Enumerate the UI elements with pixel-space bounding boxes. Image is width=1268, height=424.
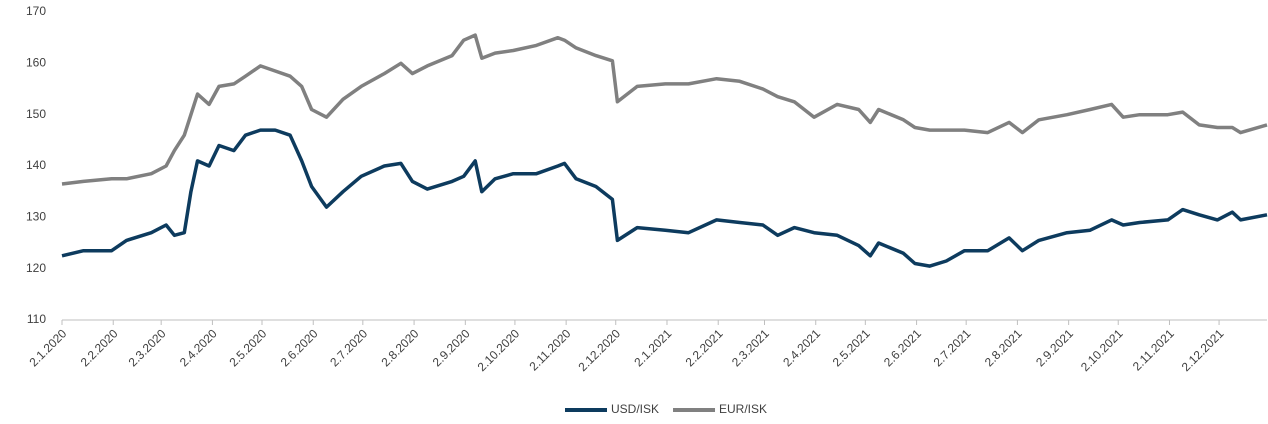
- x-tick-label: 2.9.2021: [1033, 326, 1076, 369]
- x-tick-label: 2.3.2021: [729, 326, 772, 369]
- y-tick-label: 120: [26, 261, 46, 275]
- x-tick-label: 2.8.2021: [982, 326, 1025, 369]
- x-tick-label: 2.12.2021: [1179, 326, 1227, 374]
- x-tick-label: 2.10.2021: [1078, 326, 1126, 374]
- y-tick-label: 160: [26, 56, 46, 70]
- x-tick-label: 2.1.2020: [26, 326, 69, 369]
- y-tick-label: 110: [27, 312, 46, 326]
- x-tick-label: 2.2.2021: [683, 326, 726, 369]
- x-tick-label: 2.5.2020: [226, 326, 269, 369]
- x-tick-label: 2.2.2020: [78, 326, 121, 369]
- x-tick-label: 2.6.2020: [278, 326, 321, 369]
- x-tick-label: 2.4.2021: [780, 326, 823, 369]
- x-tick-label: 2.10.2020: [475, 326, 523, 374]
- y-tick-label: 130: [26, 210, 46, 224]
- x-tick-label: 2.4.2020: [177, 326, 220, 369]
- series-line: [61, 33, 1268, 186]
- x-tick-label: 2.3.2020: [126, 326, 169, 369]
- x-tick-label: 2.7.2021: [931, 326, 974, 369]
- y-tick-label: 150: [26, 107, 46, 121]
- y-tick-label: 170: [26, 4, 46, 18]
- series-line: [61, 128, 1268, 268]
- x-tick-label: 2.5.2021: [830, 326, 873, 369]
- legend-label: EUR/ISK: [719, 402, 767, 416]
- x-tick-label: 2.1.2021: [631, 326, 674, 369]
- x-tick-label: 2.12.2020: [575, 326, 623, 374]
- legend-label: USD/ISK: [611, 402, 659, 416]
- x-tick-label: 2.8.2020: [379, 326, 422, 369]
- x-tick-label: 2.11.2021: [1130, 326, 1177, 373]
- legend-item: USD/ISK: [565, 402, 659, 416]
- x-tick-label: 2.9.2020: [430, 326, 473, 369]
- legend-item: EUR/ISK: [673, 402, 767, 416]
- x-tick-label: 2.7.2020: [327, 326, 370, 369]
- x-tick-label: 2.11.2020: [526, 326, 573, 373]
- y-tick-label: 140: [26, 158, 46, 172]
- x-tick-label: 2.6.2021: [881, 326, 924, 369]
